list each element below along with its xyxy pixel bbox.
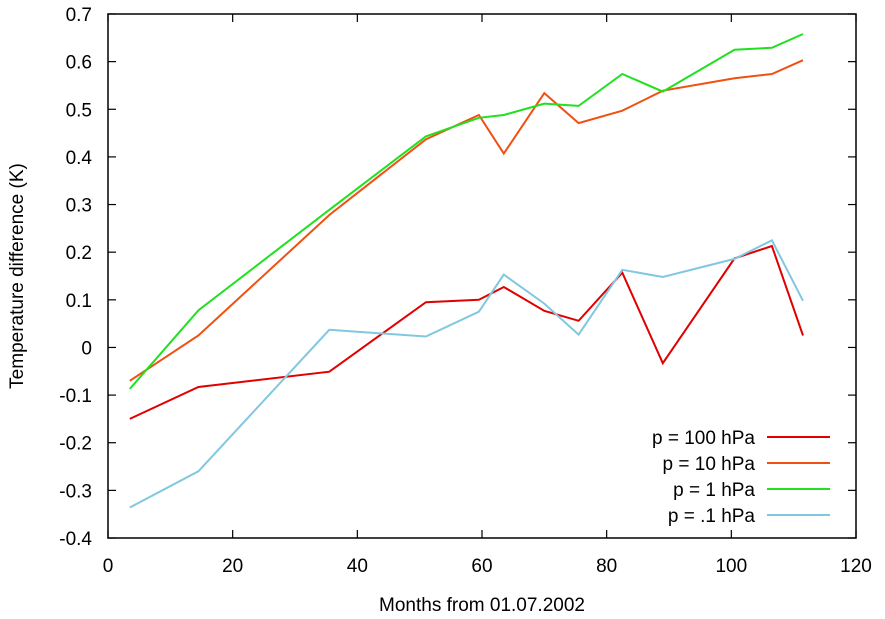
series-line-3	[129, 238, 804, 509]
y-tick-label: -0.1	[59, 386, 92, 407]
y-axis-title: Temperature difference (K)	[7, 163, 28, 389]
plot-frame	[107, 13, 857, 539]
y-tick-label: 0.2	[66, 243, 92, 264]
x-tick-label: 120	[840, 556, 872, 577]
tick-labels: 0 20 40 60 80 100 120 -0.4 -0.3 -0.2 -0.1 0 0.1 0.2 0.…	[59, 5, 872, 577]
x-tick-label: 0	[103, 556, 114, 577]
series-lines	[129, 33, 804, 509]
y-tick-label: -0.4	[59, 529, 92, 550]
legend-label: p = 10 hPa	[663, 454, 756, 475]
x-axis-title: Months from 01.07.2002	[379, 595, 585, 616]
y-tick-label: 0.5	[66, 100, 92, 121]
y-tick-label: -0.3	[59, 481, 92, 502]
series-line-2	[129, 33, 804, 390]
x-tick-label: 20	[222, 556, 243, 577]
legend-label: p = 100 hPa	[652, 428, 755, 449]
y-tick-label: 0	[81, 338, 92, 359]
series-line-1	[129, 59, 804, 382]
y-tick-label: 0.7	[66, 5, 92, 26]
x-tick-label: 40	[347, 556, 368, 577]
y-tick-label: 0.1	[66, 291, 92, 312]
y-tick-label: 0.4	[66, 148, 93, 169]
y-tick-label: -0.2	[59, 434, 92, 455]
y-tick-label: 0.6	[66, 53, 92, 74]
y-tick-label: 0.3	[66, 196, 92, 217]
legend-label: p = 1 hPa	[673, 480, 755, 501]
series-line-0	[129, 244, 804, 420]
x-tick-label: 60	[471, 556, 492, 577]
x-tick-label: 80	[596, 556, 617, 577]
legend-label: p = .1 hPa	[668, 506, 756, 527]
x-tick-label: 100	[715, 556, 747, 577]
legend: p = 100 hPa p = 10 hPa p = 1 hPa p = .1 hPa	[652, 428, 830, 527]
